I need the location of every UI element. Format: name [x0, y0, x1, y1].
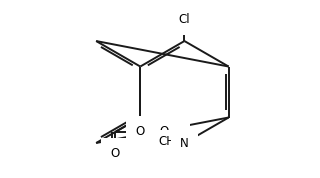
Text: O: O: [111, 147, 120, 160]
Text: N: N: [180, 137, 189, 150]
Text: Cl: Cl: [179, 13, 190, 26]
Text: CH₃: CH₃: [158, 135, 180, 148]
Text: O: O: [135, 125, 144, 138]
Text: CH₃: CH₃: [162, 125, 184, 138]
Text: O: O: [159, 125, 168, 138]
